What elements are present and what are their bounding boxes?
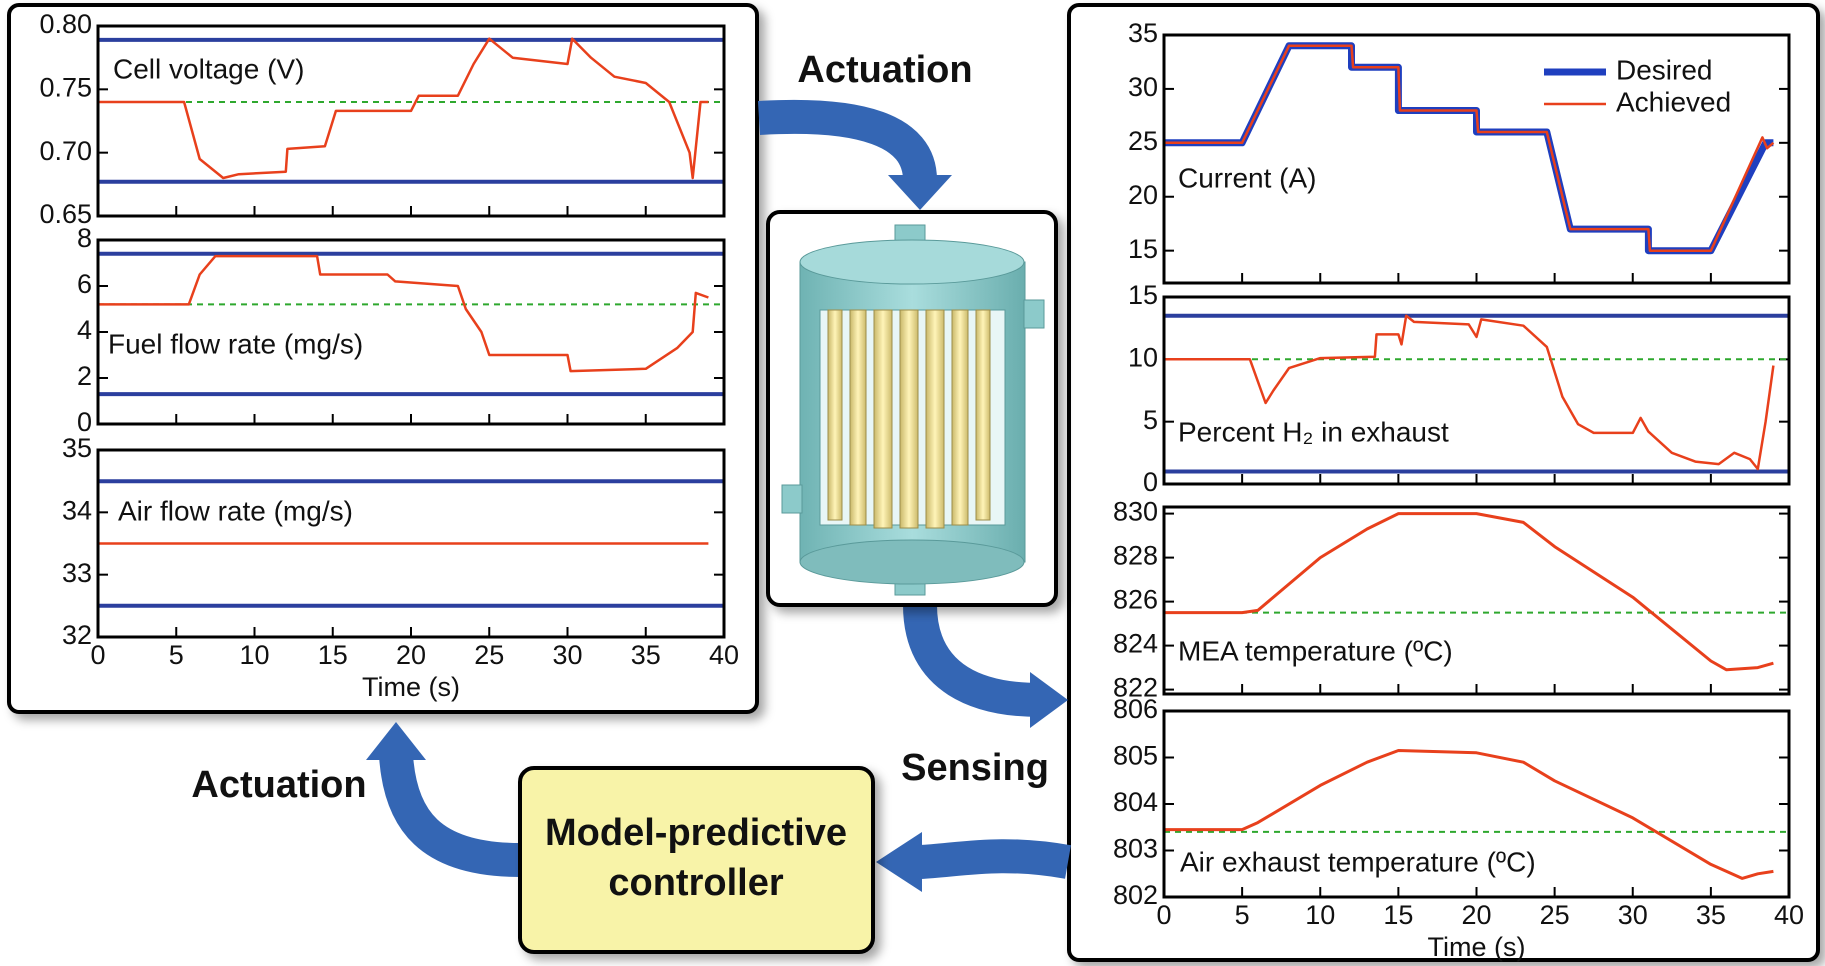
plot-annotation: Cell voltage (V) bbox=[113, 53, 304, 84]
cylinder-bottom bbox=[800, 540, 1024, 584]
fuel-cell bbox=[768, 212, 1056, 605]
y-tick-label: 30 bbox=[1128, 72, 1158, 102]
x-tick-label: 30 bbox=[1618, 900, 1648, 930]
y-tick-label: 32 bbox=[62, 620, 92, 650]
controller-label: controller bbox=[608, 862, 783, 904]
x-tick-label: 25 bbox=[1540, 900, 1570, 930]
tube bbox=[926, 310, 944, 528]
y-tick-label: 828 bbox=[1113, 541, 1158, 571]
y-tick-label: 33 bbox=[62, 558, 92, 588]
y-tick-label: 25 bbox=[1128, 126, 1158, 156]
tube bbox=[900, 310, 918, 528]
arrow bbox=[920, 856, 1068, 862]
x-tick-label: 40 bbox=[709, 640, 739, 670]
y-tick-label: 15 bbox=[1128, 234, 1158, 264]
y-tick-label: 0 bbox=[1143, 467, 1158, 497]
x-tick-label: 15 bbox=[318, 640, 348, 670]
x-axis-label: Time (s) bbox=[1428, 932, 1526, 962]
actuation-label: Actuation bbox=[191, 764, 366, 806]
arrow-head bbox=[1030, 672, 1068, 728]
tube bbox=[976, 310, 990, 520]
pipe bbox=[782, 485, 802, 513]
x-tick-label: 35 bbox=[631, 640, 661, 670]
plot-annotation: Air exhaust temperature (ºC) bbox=[1180, 846, 1536, 877]
y-tick-label: 35 bbox=[62, 433, 92, 463]
y-tick-label: 0.80 bbox=[39, 9, 92, 39]
legend-label: Achieved bbox=[1616, 86, 1731, 117]
y-tick-label: 0.70 bbox=[39, 136, 92, 166]
x-tick-label: 0 bbox=[1156, 900, 1171, 930]
plot-annotation: MEA temperature (ºC) bbox=[1178, 635, 1453, 666]
y-tick-label: 6 bbox=[77, 269, 92, 299]
arrow bbox=[920, 605, 1040, 700]
tube bbox=[850, 310, 866, 525]
y-tick-label: 15 bbox=[1128, 280, 1158, 310]
sensing-label: Sensing bbox=[901, 747, 1049, 789]
y-tick-label: 4 bbox=[77, 315, 92, 345]
x-tick-label: 20 bbox=[396, 640, 426, 670]
controller-label: Model-predictive bbox=[545, 812, 847, 854]
legend-label: Desired bbox=[1616, 54, 1712, 85]
y-tick-label: 34 bbox=[62, 495, 92, 525]
cylinder-top bbox=[800, 240, 1024, 284]
plot-annotation: Air flow rate (mg/s) bbox=[118, 495, 353, 526]
y-tick-label: 2 bbox=[77, 361, 92, 391]
arrow-head bbox=[366, 722, 426, 760]
arrow bbox=[396, 755, 520, 860]
tube bbox=[952, 310, 968, 525]
y-tick-label: 8 bbox=[77, 223, 92, 253]
plot-area bbox=[1164, 297, 1789, 484]
y-tick-label: 830 bbox=[1113, 497, 1158, 527]
y-tick-label: 824 bbox=[1113, 629, 1158, 659]
x-tick-label: 30 bbox=[552, 640, 582, 670]
y-tick-label: 0.75 bbox=[39, 72, 92, 102]
arrow-head bbox=[888, 175, 952, 210]
x-tick-label: 10 bbox=[1305, 900, 1335, 930]
x-axis-label: Time (s) bbox=[362, 672, 460, 702]
y-tick-label: 806 bbox=[1113, 694, 1158, 724]
y-tick-label: 20 bbox=[1128, 180, 1158, 210]
y-tick-label: 35 bbox=[1128, 18, 1158, 48]
plot-annotation: Fuel flow rate (mg/s) bbox=[108, 328, 363, 359]
actuation-label: Actuation bbox=[797, 49, 972, 91]
y-tick-label: 5 bbox=[1143, 405, 1158, 435]
x-tick-label: 5 bbox=[1235, 900, 1250, 930]
arrow-head bbox=[876, 832, 922, 892]
x-tick-label: 25 bbox=[474, 640, 504, 670]
x-tick-label: 40 bbox=[1774, 900, 1804, 930]
x-tick-label: 10 bbox=[239, 640, 269, 670]
x-tick-label: 35 bbox=[1696, 900, 1726, 930]
pipe bbox=[1024, 300, 1044, 328]
figure: Model-predictive controller Actuation Ac… bbox=[0, 0, 1825, 966]
x-tick-label: 5 bbox=[169, 640, 184, 670]
y-tick-label: 805 bbox=[1113, 741, 1158, 771]
x-tick-label: 20 bbox=[1461, 900, 1491, 930]
x-tick-label: 0 bbox=[90, 640, 105, 670]
arrow bbox=[759, 117, 920, 180]
y-tick-label: 804 bbox=[1113, 787, 1158, 817]
controller-box bbox=[520, 768, 873, 952]
tube bbox=[874, 310, 892, 528]
plot-annotation: Percent H₂ in exhaust bbox=[1178, 416, 1449, 447]
plot-annotation: Current (A) bbox=[1178, 162, 1316, 193]
y-tick-label: 802 bbox=[1113, 880, 1158, 910]
tube bbox=[828, 310, 842, 520]
y-tick-label: 10 bbox=[1128, 342, 1158, 372]
x-tick-label: 15 bbox=[1383, 900, 1413, 930]
y-tick-label: 826 bbox=[1113, 585, 1158, 615]
plot: 0 5 10 15 Percent H₂ in exhaust bbox=[1128, 280, 1789, 497]
y-tick-label: 803 bbox=[1113, 834, 1158, 864]
